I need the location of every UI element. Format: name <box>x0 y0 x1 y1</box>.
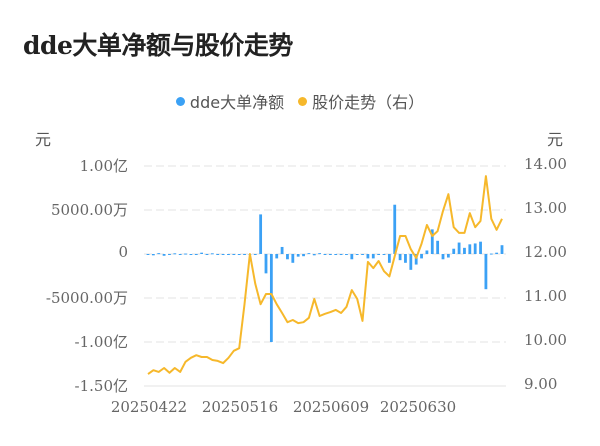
legend-item-dde[interactable]: dde大单净额 <box>175 89 285 113</box>
left-axis-tick: -1.00亿 <box>74 333 128 351</box>
left-axis-tick: 0 <box>118 243 128 261</box>
right-axis-tick: 10.00 <box>524 331 567 349</box>
right-axis-tick: 14.00 <box>524 155 567 173</box>
x-axis-tick: 20250516 <box>201 398 279 416</box>
x-axis-tick: 20250609 <box>292 398 370 416</box>
right-axis-tick: 12.00 <box>524 243 567 261</box>
right-axis-tick: 11.00 <box>524 287 567 305</box>
left-axis-tick: 1.00亿 <box>79 157 128 175</box>
gridlines <box>144 165 506 387</box>
x-axis-tick: 20250422 <box>110 398 188 416</box>
dde-bars <box>146 204 504 342</box>
legend-label: dde大单净额 <box>189 93 285 112</box>
left-axis-tick: -1.50亿 <box>74 377 128 395</box>
chart-title: dde大单净额与股价走势 <box>23 31 293 60</box>
left-axis-tick: 5000.00万 <box>50 201 128 219</box>
price-line <box>147 175 503 375</box>
right-axis-unit: 元 <box>547 130 564 149</box>
right-axis-tick: 13.00 <box>524 199 567 217</box>
legend-dot-icon <box>298 96 308 106</box>
chart-legend: dde大单净额 股价走势（右） <box>0 89 600 113</box>
x-axis-tick: 20250630 <box>379 398 457 416</box>
legend-dot-icon <box>175 96 185 106</box>
left-axis-unit: 元 <box>35 130 52 149</box>
legend-item-price[interactable]: 股价走势（右） <box>298 89 424 113</box>
legend-label: 股价走势（右） <box>312 93 425 112</box>
right-axis-tick: 9.00 <box>524 375 558 393</box>
left-axis-tick: -5000.00万 <box>45 289 128 307</box>
